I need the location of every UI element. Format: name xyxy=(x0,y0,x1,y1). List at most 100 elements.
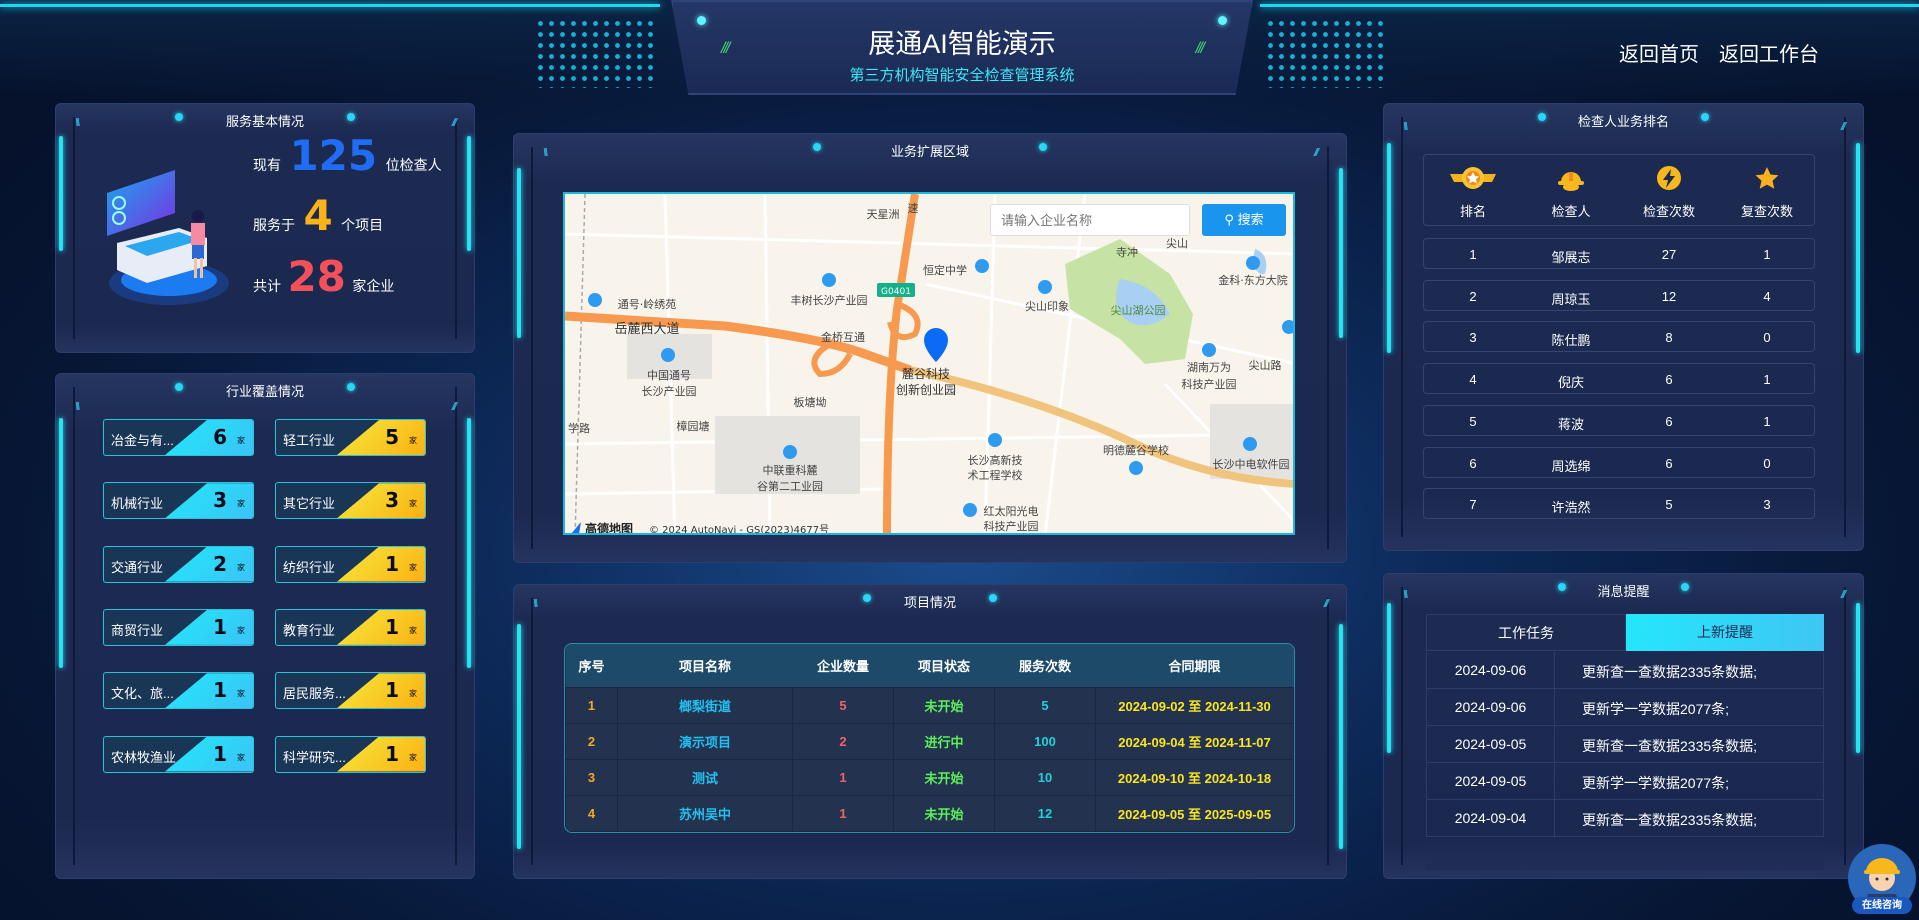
message-date: 2024-09-06 xyxy=(1427,652,1555,689)
industry-card[interactable]: 交通行业 2 家 xyxy=(103,545,254,583)
panel-title: 消息提醒 xyxy=(1597,584,1650,599)
cell: 演示项目 xyxy=(617,722,793,760)
nav-workbench-link[interactable]: 返回工作台 xyxy=(1719,44,1819,66)
map-label: 长沙高新技 xyxy=(968,453,1023,467)
poi-building-icon[interactable] xyxy=(1282,320,1295,334)
industry-label: 纺织行业 xyxy=(283,559,336,575)
industry-count: 1 xyxy=(385,678,399,703)
map-label: 长沙产业园 xyxy=(642,384,697,398)
cell: 许浩然 xyxy=(1551,500,1591,516)
industry-card[interactable]: 商贸行业 1 家 xyxy=(103,608,254,646)
industry-card[interactable]: 冶金与有... 6 家 xyxy=(103,419,254,456)
nav-home-link[interactable]: 返回首页 xyxy=(1619,44,1699,66)
decor-dot xyxy=(175,113,183,121)
poi-building-icon[interactable] xyxy=(822,273,836,287)
poi-building-icon[interactable] xyxy=(963,503,977,517)
rank-col: 排名 xyxy=(1424,155,1522,220)
check-count-col: 检查次数 xyxy=(1620,155,1718,220)
panel-title: 业务扩展区域 xyxy=(890,144,969,159)
table-row[interactable]: 1 榔梨街道 5 未开始 5 2024-09-02 至 2024-11-30 xyxy=(565,686,1294,724)
industry-card[interactable]: 教育行业 1 家 xyxy=(275,608,426,646)
cell: 倪庆 xyxy=(1557,375,1584,391)
map-label: 尖山印象 xyxy=(1025,300,1069,313)
table-row[interactable]: 2 演示项目 2 进行中 100 2024-09-04 至 2024-11-07 xyxy=(565,722,1294,760)
glow-bar xyxy=(1387,603,1391,753)
header-line-left xyxy=(0,4,660,7)
message-text: 更新查一查数据2335条数据; xyxy=(1582,812,1758,828)
industry-count: 1 xyxy=(385,741,399,766)
poi-school-icon[interactable] xyxy=(988,433,1002,447)
cell: 2024-09-10 至 2024-10-18 xyxy=(1095,758,1294,796)
tab-new-updates[interactable]: 上新提醒 xyxy=(1626,614,1824,651)
message-row[interactable]: 2024-09-05 更新查一查数据2335条数据; xyxy=(1426,726,1824,763)
road-yuelu-west xyxy=(565,311,912,375)
industry-count: 1 xyxy=(213,741,227,766)
industry-card[interactable]: 轻工行业 5 家 xyxy=(275,419,426,456)
map-view[interactable]: 天星洲速恒定中学 丰树长沙产业园 G0401 通号·岭绣苑 尖山印象 尖山湖公园 寺冲 尖山金… xyxy=(563,192,1295,535)
poi-building-icon[interactable] xyxy=(1202,343,1216,357)
poi-school-icon[interactable] xyxy=(975,259,989,273)
poi-school-icon[interactable] xyxy=(1129,461,1143,475)
industry-card[interactable]: 科学研究... 1 家 xyxy=(275,735,426,773)
map-label: 谷第二工业园 xyxy=(757,479,823,493)
industry-card[interactable]: 居民服务... 1 家 xyxy=(275,672,426,710)
table-row[interactable]: 4 苏州吴中 1 未开始 12 2024-09-05 至 2025-09-05 xyxy=(565,794,1294,832)
road xyxy=(904,365,1293,488)
cell: 1 xyxy=(792,794,894,832)
label: 位检查人 xyxy=(385,157,442,173)
cell: 2 xyxy=(565,722,618,760)
cell: 未开始 xyxy=(893,794,995,832)
map-label: 通号·岭绣苑 xyxy=(618,297,677,311)
industry-card[interactable]: 农林牧渔业 1 家 xyxy=(103,735,254,773)
poi-building-icon[interactable] xyxy=(1038,280,1052,294)
col-label: 检查人 xyxy=(1551,204,1591,219)
poi-building-icon[interactable] xyxy=(783,445,797,459)
ranking-row: 6 周选绵 6 0 xyxy=(1423,446,1815,478)
glow-bar xyxy=(517,624,521,849)
company-search-input[interactable] xyxy=(990,204,1190,236)
message-row[interactable]: 2024-09-04 更新查一查数据2335条数据; xyxy=(1426,800,1824,837)
industry-unit: 家 xyxy=(237,562,245,572)
map-copyright: © 2024 AutoNavi - GS(2023)4677号 xyxy=(649,524,829,535)
glow-bar xyxy=(1339,624,1343,849)
poi-building-icon[interactable] xyxy=(588,293,602,307)
cell: 2024-09-04 至 2024-11-07 xyxy=(1095,722,1294,760)
tab-work-tasks[interactable]: 工作任务 xyxy=(1426,614,1626,651)
cell: 3 xyxy=(1469,330,1477,346)
map-label: 天星洲 xyxy=(867,208,900,221)
industry-card[interactable]: 机械行业 3 家 xyxy=(103,482,254,520)
industry-unit: 家 xyxy=(409,689,417,699)
industry-count: 5 xyxy=(385,425,399,449)
glow-bar xyxy=(59,418,63,668)
message-row[interactable]: 2024-09-05 更新学一学数据2077条; xyxy=(1426,763,1824,800)
project-count-line: 服务于 4 个项目 xyxy=(253,189,383,243)
slash-decor: \\\ xyxy=(1403,589,1408,601)
table-row[interactable]: 3 测试 1 未开始 10 2024-09-10 至 2024-10-18 xyxy=(565,758,1294,796)
col-header: 项目名称 xyxy=(617,644,793,687)
glow-bar xyxy=(467,136,471,251)
poi-building-icon[interactable] xyxy=(661,348,675,362)
industry-card[interactable]: 文化、旅... 1 家 xyxy=(103,672,254,710)
poi-building-icon[interactable] xyxy=(1243,437,1257,451)
cell: 3 xyxy=(565,758,618,796)
online-consult-label: 在线咨询 xyxy=(1852,897,1912,914)
location-pin-icon[interactable] xyxy=(924,328,948,362)
lightning-icon xyxy=(1657,166,1681,190)
message-row[interactable]: 2024-09-06 更新查一查数据2335条数据; xyxy=(1426,652,1824,689)
cell: 陈仕鹏 xyxy=(1551,333,1591,349)
message-row[interactable]: 2024-09-06 更新学一学数据2077条; xyxy=(1426,689,1824,726)
search-button-label: 搜索 xyxy=(1237,212,1264,227)
industry-label: 冶金与有... xyxy=(111,433,174,448)
online-consult-button[interactable]: 在线咨询 xyxy=(1846,842,1917,918)
industry-count: 3 xyxy=(213,488,227,513)
industry-card[interactable]: 纺织行业 1 家 xyxy=(275,545,426,583)
industry-card[interactable]: 其它行业 3 家 xyxy=(275,482,426,520)
search-button[interactable]: ⚲ 搜索 xyxy=(1202,204,1286,236)
industry-label: 交通行业 xyxy=(111,559,164,575)
slash-decor: /// xyxy=(1840,121,1846,133)
industry-count: 2 xyxy=(213,551,227,576)
project-table: 序号 项目名称 企业数量 项目状态 服务次数 合同期限 1 榔梨街道 5 未开始 5 20… xyxy=(564,643,1295,833)
decor-dot xyxy=(1538,113,1546,121)
poi-building-icon[interactable] xyxy=(1246,256,1260,270)
